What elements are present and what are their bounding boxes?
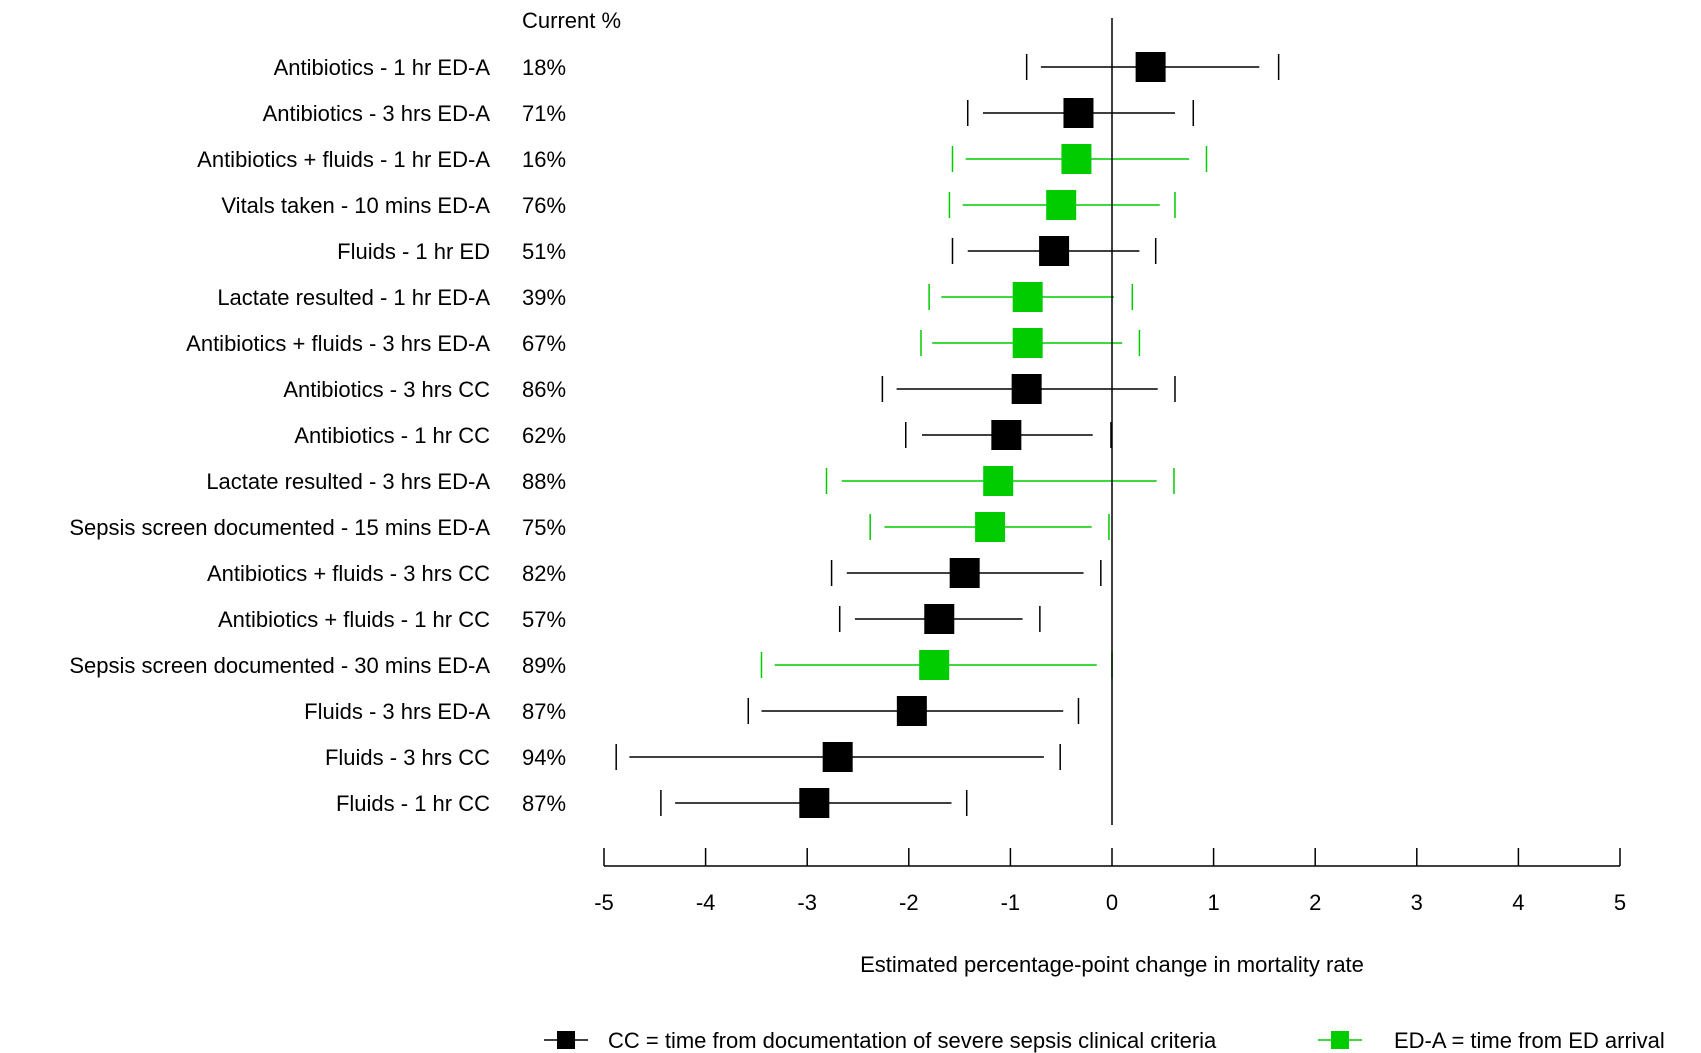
row-label: Antibiotics - 3 hrs CC (283, 377, 490, 402)
row-current-percent: 18% (522, 55, 566, 80)
row-label: Lactate resulted - 1 hr ED-A (217, 285, 490, 310)
row-current-percent: 88% (522, 469, 566, 494)
row-current-percent: 76% (522, 193, 566, 218)
row-current-percent: 16% (522, 147, 566, 172)
row-current-percent: 71% (522, 101, 566, 126)
forest-row: Antibiotics - 1 hr ED-A 18% (274, 52, 1280, 82)
estimate-marker (983, 466, 1014, 496)
row-current-percent: 75% (522, 515, 566, 540)
estimate-marker (896, 696, 927, 726)
current-percent-header: Current % (522, 8, 621, 33)
forest-row: Antibiotics + fluids - 3 hrs ED-A 67% (186, 328, 1141, 358)
forest-row: Antibiotics - 3 hrs CC 86% (283, 374, 1176, 404)
row-label: Antibiotics - 1 hr ED-A (274, 55, 491, 80)
x-tick-label: -1 (1001, 890, 1021, 915)
x-tick-label: 4 (1512, 890, 1524, 915)
row-label: Fluids - 3 hrs ED-A (304, 699, 490, 724)
row-label: Fluids - 3 hrs CC (325, 745, 490, 770)
forest-row: Lactate resulted - 3 hrs ED-A 88% (206, 466, 1175, 496)
estimate-marker (799, 788, 830, 818)
estimate-marker (991, 420, 1022, 450)
x-axis-label: Estimated percentage-point change in mor… (860, 952, 1364, 977)
legend-text: CC = time from documentation of severe s… (608, 1028, 1217, 1053)
estimate-marker (1046, 190, 1077, 220)
row-label: Antibiotics - 3 hrs ED-A (263, 101, 491, 126)
row-label: Lactate resulted - 3 hrs ED-A (206, 469, 490, 494)
row-current-percent: 89% (522, 653, 566, 678)
legend: CC = time from documentation of severe s… (544, 1028, 1665, 1053)
legend-item-cc: CC = time from documentation of severe s… (544, 1028, 1217, 1053)
forest-row: Fluids - 1 hr CC 87% (336, 788, 968, 818)
row-label: Vitals taken - 10 mins ED-A (221, 193, 490, 218)
x-tick-label: -5 (594, 890, 614, 915)
forest-row: Antibiotics + fluids - 1 hr CC 57% (218, 604, 1041, 634)
estimate-marker (924, 604, 955, 634)
x-axis: -5 -4 -3 -2 -1 0 1 2 3 4 5 (594, 848, 1626, 915)
estimate-marker (919, 650, 950, 680)
forest-row: Fluids - 1 hr ED 51% (337, 236, 1157, 266)
row-current-percent: 51% (522, 239, 566, 264)
row-current-percent: 57% (522, 607, 566, 632)
forest-row: Antibiotics + fluids - 1 hr ED-A 16% (197, 144, 1208, 174)
x-tick-label: -4 (696, 890, 716, 915)
row-label: Antibiotics + fluids - 1 hr CC (218, 607, 490, 632)
estimate-marker (1135, 52, 1166, 82)
row-label: Fluids - 1 hr CC (336, 791, 490, 816)
row-label: Antibiotics + fluids - 3 hrs CC (207, 561, 490, 586)
x-tick-label: 3 (1411, 890, 1423, 915)
row-current-percent: 86% (522, 377, 566, 402)
legend-marker (1331, 1031, 1349, 1049)
x-tick-label: 2 (1309, 890, 1321, 915)
x-tick-label: 0 (1106, 890, 1118, 915)
estimate-marker (1012, 282, 1043, 312)
forest-row: Antibiotics + fluids - 3 hrs CC 82% (207, 558, 1102, 588)
x-tick-label: 5 (1614, 890, 1626, 915)
forest-row: Antibiotics - 3 hrs ED-A 71% (263, 98, 1195, 128)
row-label: Fluids - 1 hr ED (337, 239, 490, 264)
forest-row: Sepsis screen documented - 15 mins ED-A 7… (69, 512, 1110, 542)
forest-row: Sepsis screen documented - 30 mins ED-A 8… (69, 650, 1113, 680)
row-current-percent: 39% (522, 285, 566, 310)
forest-row: Fluids - 3 hrs CC 94% (325, 742, 1061, 772)
row-current-percent: 94% (522, 745, 566, 770)
estimate-marker (949, 558, 980, 588)
forest-row: Antibiotics - 1 hr CC 62% (294, 420, 1112, 450)
estimate-marker (1063, 98, 1094, 128)
legend-item-ed-a: ED-A = time from ED arrival (1318, 1028, 1665, 1053)
row-current-percent: 82% (522, 561, 566, 586)
estimate-marker (822, 742, 853, 772)
row-label: Antibiotics - 1 hr CC (294, 423, 490, 448)
estimate-marker (975, 512, 1006, 542)
x-tick-label: -3 (797, 890, 817, 915)
row-current-percent: 87% (522, 791, 566, 816)
forest-row: Lactate resulted - 1 hr ED-A 39% (217, 282, 1134, 312)
row-label: Sepsis screen documented - 30 mins ED-A (69, 653, 490, 678)
x-tick-label: 1 (1207, 890, 1219, 915)
row-label: Sepsis screen documented - 15 mins ED-A (69, 515, 490, 540)
row-current-percent: 87% (522, 699, 566, 724)
estimate-marker (1011, 374, 1042, 404)
forest-row: Fluids - 3 hrs ED-A 87% (304, 696, 1080, 726)
row-current-percent: 67% (522, 331, 566, 356)
legend-text: ED-A = time from ED arrival (1394, 1028, 1665, 1053)
forest-rows: Antibiotics - 1 hr ED-A 18%Antibiotics - … (69, 52, 1280, 818)
x-tick-label: -2 (899, 890, 919, 915)
estimate-marker (1012, 328, 1043, 358)
estimate-marker (1039, 236, 1070, 266)
legend-marker (557, 1031, 575, 1049)
forest-row: Vitals taken - 10 mins ED-A 76% (221, 190, 1176, 220)
row-label: Antibiotics + fluids - 3 hrs ED-A (186, 331, 490, 356)
row-current-percent: 62% (522, 423, 566, 448)
row-label: Antibiotics + fluids - 1 hr ED-A (197, 147, 490, 172)
estimate-marker (1061, 144, 1092, 174)
